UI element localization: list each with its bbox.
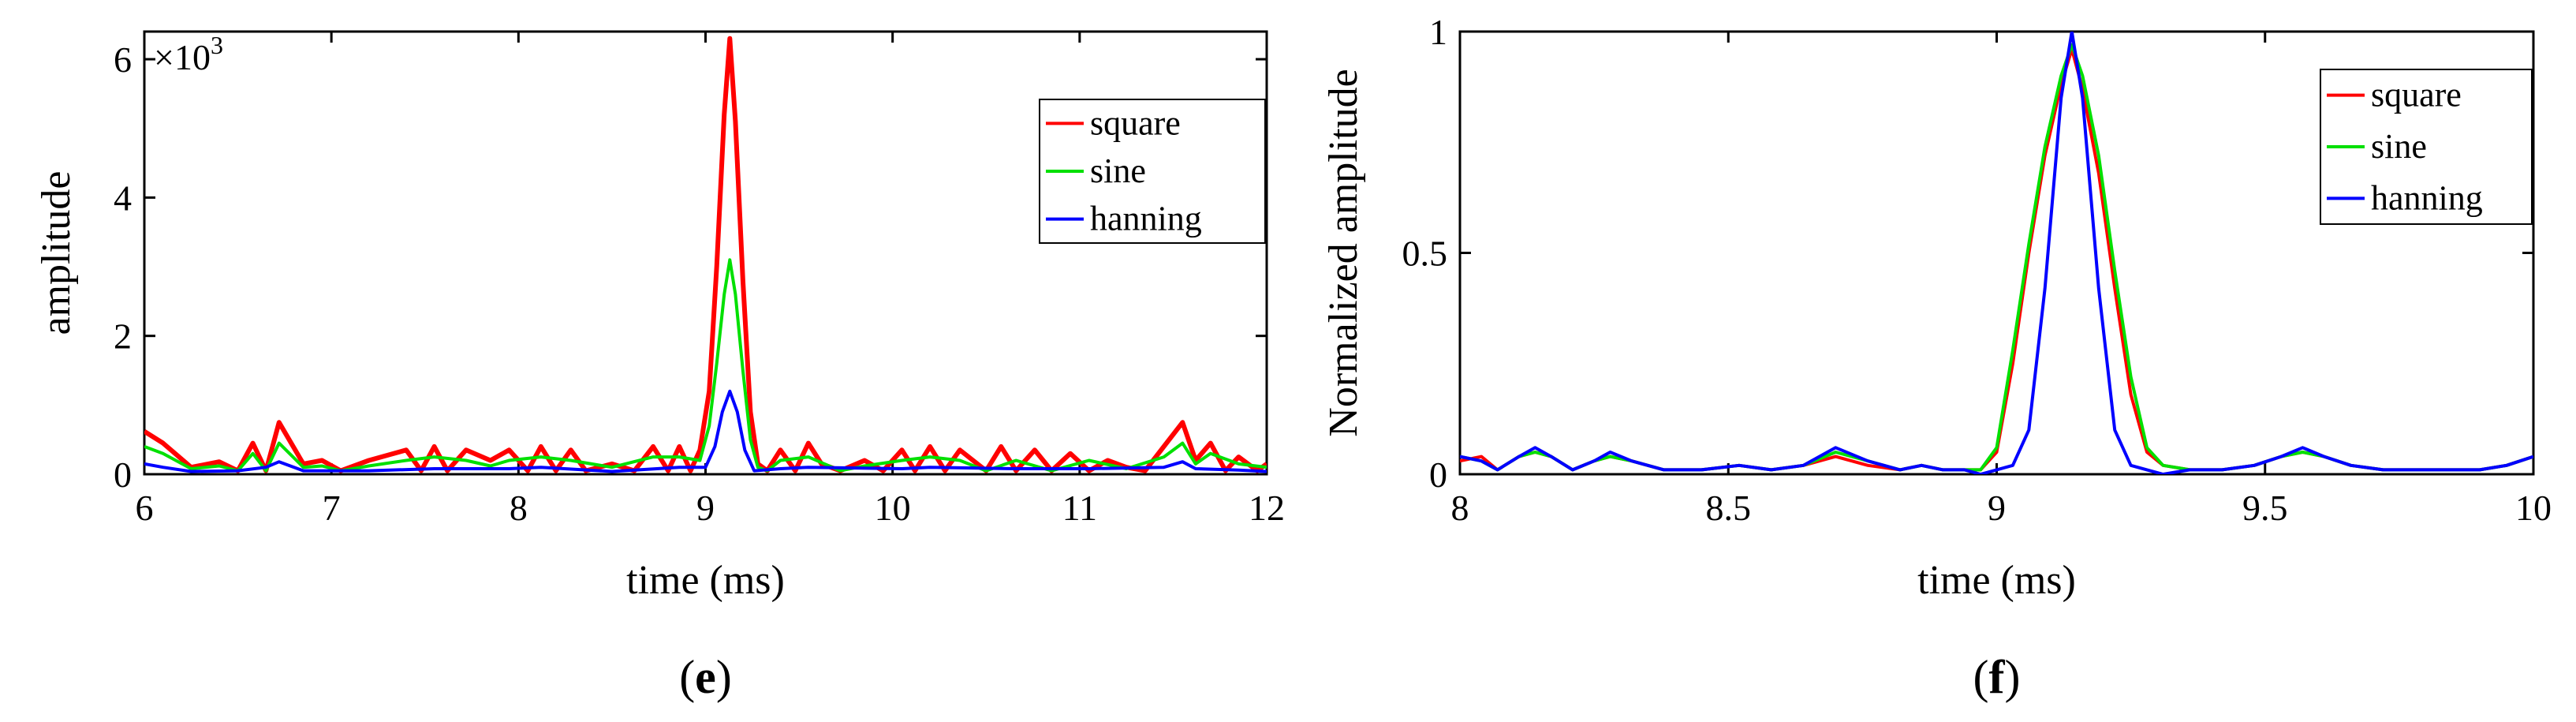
y-exponent-label: ×103 <box>154 31 223 77</box>
legend-label-square: square <box>2371 76 2462 114</box>
legend-label-sine: sine <box>2371 127 2427 166</box>
y-tick-label: 1 <box>1429 12 1447 52</box>
y-tick-label: 2 <box>114 316 132 357</box>
series-line-sine <box>1460 43 2533 472</box>
series-line-sine <box>144 258 1267 473</box>
x-tick-label: 9.5 <box>2242 488 2288 528</box>
x-tick-label: 8.5 <box>1706 488 1752 528</box>
legend: square sine hanning <box>2320 69 2533 225</box>
x-tick-label: 10 <box>875 488 911 528</box>
y-tick-label: 0.5 <box>1402 234 1448 274</box>
series-group <box>144 36 1267 473</box>
chart-panel-f: 8 8.5 9 9.5 10 0 0.5 1 time (ms) Normalized ampli… <box>1321 12 2552 703</box>
panel-label: (f) <box>1973 651 2021 703</box>
y-axis-label: Normalized amplitude <box>1321 69 1366 436</box>
y-axis-label: amplitude <box>34 171 79 335</box>
x-tick-label: 9 <box>696 488 715 528</box>
series-line-hanning <box>1460 32 2533 474</box>
x-axis-label: time (ms) <box>1917 558 2076 603</box>
x-tick-label: 8 <box>510 488 528 528</box>
series-group <box>1460 32 2533 474</box>
legend-label-hanning: hanning <box>1090 200 1202 238</box>
y-tick-label: 0 <box>1429 455 1447 495</box>
y-tick-label: 4 <box>114 178 132 218</box>
x-tick-label: 7 <box>323 488 341 528</box>
x-tick-label: 8 <box>1451 488 1469 528</box>
series-line-hanning <box>144 389 1267 473</box>
legend-label-hanning: hanning <box>2371 178 2483 217</box>
legend-label-square: square <box>1090 103 1181 142</box>
x-tick-label: 9 <box>1988 488 2006 528</box>
legend: square sine hanning <box>1039 99 1266 244</box>
x-tick-label: 10 <box>2515 488 2552 528</box>
x-tick-label: 11 <box>1062 488 1097 528</box>
chart-panel-e: 6 7 8 9 10 11 12 0 2 4 6 ×103 time (ms) amplitude squa… <box>34 30 1285 703</box>
y-tick-label: 0 <box>114 455 132 495</box>
x-axis-label: time (ms) <box>626 558 785 603</box>
x-tick-label: 12 <box>1249 488 1285 528</box>
panel-label: (e) <box>679 651 732 703</box>
y-tick-label: 6 <box>114 39 132 80</box>
legend-label-sine: sine <box>1090 152 1146 190</box>
x-tick-label: 6 <box>136 488 154 528</box>
